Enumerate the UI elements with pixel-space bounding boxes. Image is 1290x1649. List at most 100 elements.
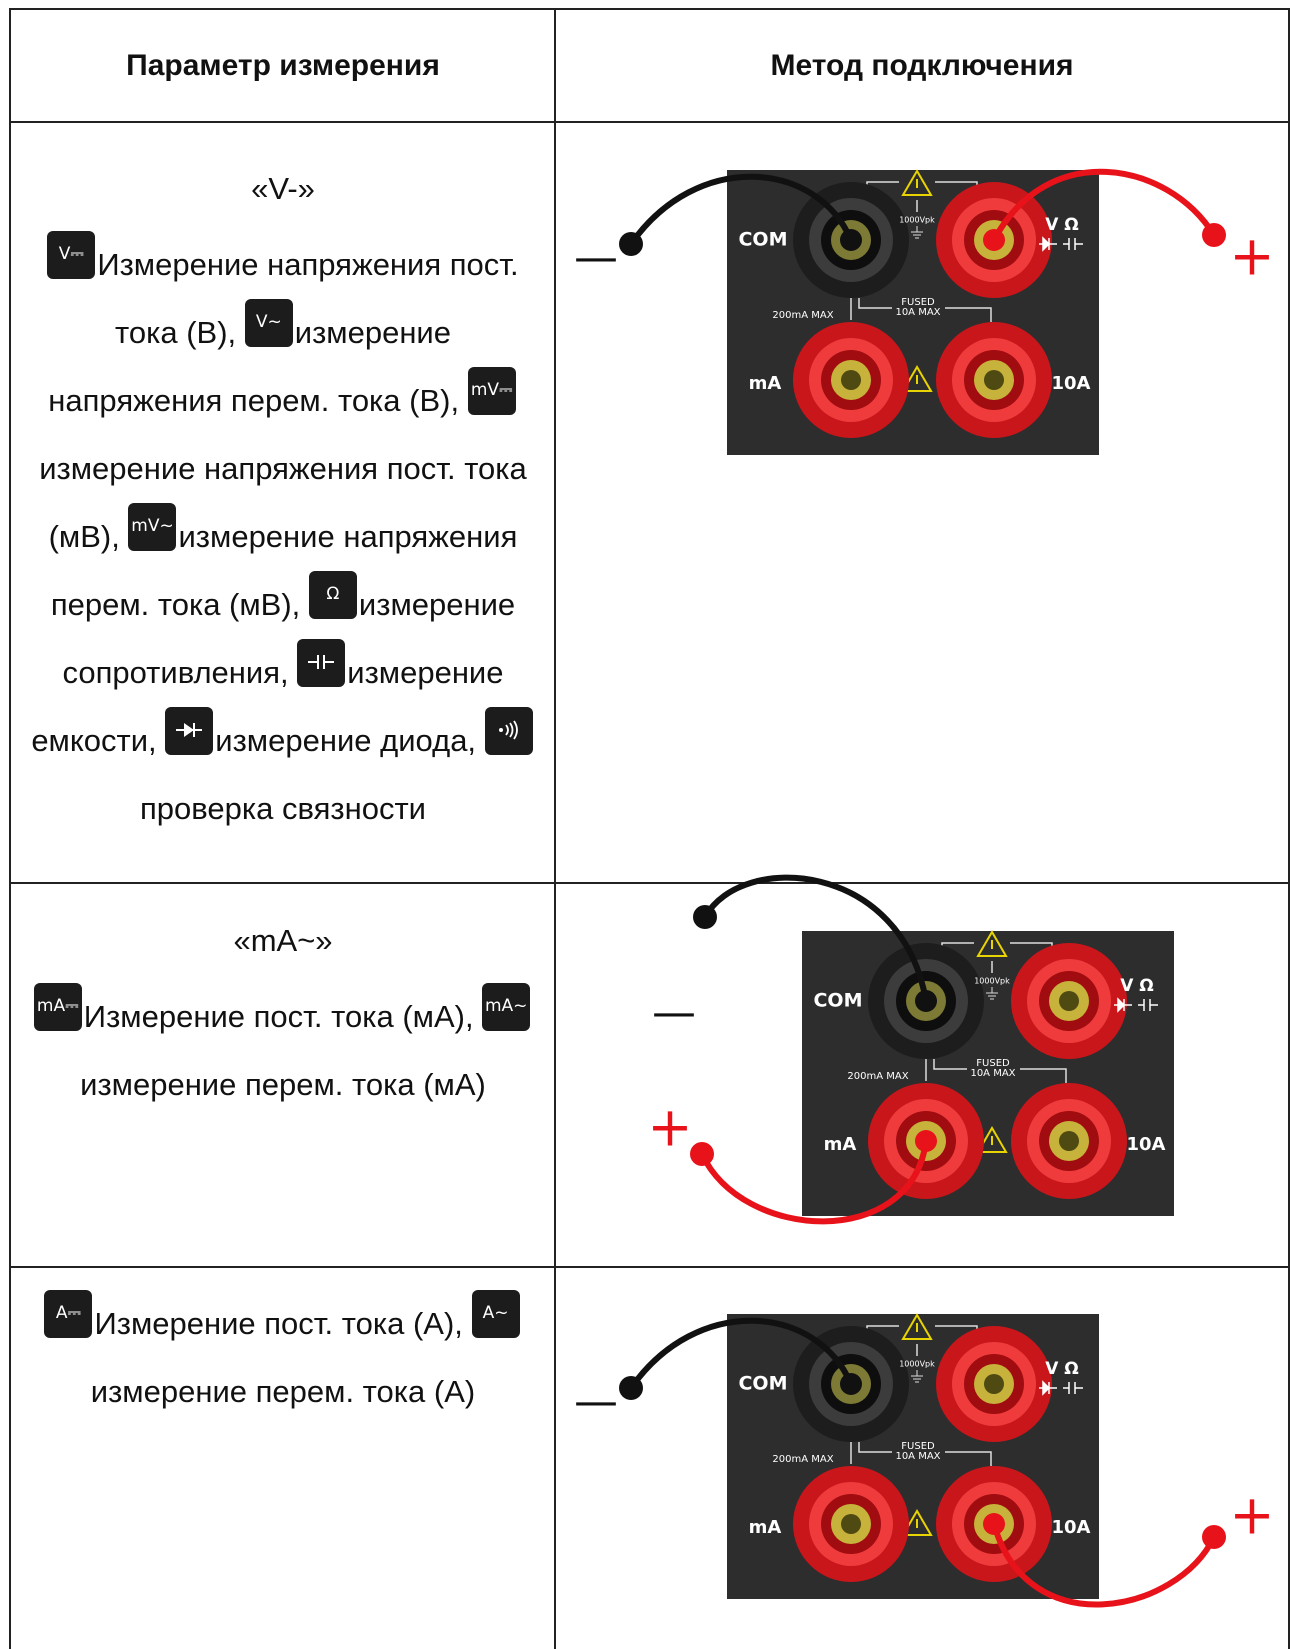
bracket <box>858 1442 892 1453</box>
panel-label: 200mA MAX <box>772 310 833 321</box>
symbol <box>1114 997 1158 1013</box>
jack <box>841 370 861 390</box>
text: измерение диода, <box>215 723 477 758</box>
panel-label: 200mA MAX <box>847 1071 908 1082</box>
jack <box>984 370 1004 390</box>
probe-dot <box>619 232 643 256</box>
border <box>9 1266 1290 1268</box>
text: измерение напряжения перем. тока (мВ), <box>50 519 518 622</box>
text: Измерение пост. тока (мА), <box>83 999 474 1034</box>
probe-dot <box>693 905 717 929</box>
icon: mV⎓ <box>467 367 516 415</box>
description: mA⎓ Измерение пост. тока (мА), mA~ измере… <box>25 983 541 1119</box>
description: V⎓ Измерение напряжения пост. тока (В), V… <box>25 231 541 843</box>
param-cell: «mA~» mA⎓ Измерение пост. тока (мА), mA~ … <box>11 907 555 1119</box>
panel-label: 1000Vpk <box>899 216 935 225</box>
plus-sign: + <box>1229 225 1274 288</box>
header-text: Параметр измерения <box>126 48 440 82</box>
bracket <box>945 1451 992 1466</box>
panel-label: COM <box>813 990 862 1012</box>
text: проверка связности <box>140 791 426 826</box>
icon: V~ <box>244 299 293 347</box>
probe-dot <box>1202 1525 1226 1549</box>
probe-dot <box>690 1142 714 1166</box>
text: измерение перем. тока (мА) <box>80 1067 486 1102</box>
header-cell: Метод подключения <box>556 10 1288 121</box>
panel-label: FUSED <box>901 297 935 308</box>
panel-label: V Ω <box>1120 976 1154 996</box>
icon: Ω <box>308 571 357 619</box>
warning-icon <box>901 1509 933 1536</box>
panel-label: mA <box>749 1517 782 1538</box>
ground-symbol <box>911 226 923 239</box>
panel-label: V Ω <box>1045 1359 1079 1379</box>
panel-label: COM <box>738 1373 787 1395</box>
symbol <box>1039 1380 1083 1396</box>
wire-end <box>840 229 862 251</box>
probe-dot <box>619 1376 643 1400</box>
icon: V⎓ <box>47 231 96 279</box>
text: измерение емкости, <box>31 655 504 758</box>
border <box>9 8 1290 10</box>
bracket <box>945 307 992 322</box>
panel-label: V Ω <box>1045 215 1079 235</box>
panel-label: FUSED <box>901 1441 935 1452</box>
description: A⎓ Измерение пост. тока (А), A~ измерение… <box>25 1290 541 1426</box>
border <box>9 882 1290 884</box>
wire-end <box>915 990 937 1012</box>
icon <box>165 707 214 755</box>
bracket <box>1020 1068 1067 1083</box>
wire <box>628 173 854 247</box>
border <box>9 8 11 1649</box>
panel-label: 200mA MAX <box>772 1454 833 1465</box>
warning-icon <box>976 1126 1008 1153</box>
wire-end <box>840 1373 862 1395</box>
wire <box>702 874 929 1004</box>
wire <box>991 1521 1217 1608</box>
mode-label: «V-» <box>251 171 315 206</box>
jack <box>1059 991 1079 1011</box>
icon: mA⎓ <box>33 983 82 1031</box>
wire-end <box>983 1513 1005 1535</box>
text: Измерение пост. тока (А), <box>94 1306 463 1341</box>
panel-label: COM <box>738 229 787 251</box>
plus-sign: + <box>647 1096 692 1159</box>
ground-symbol <box>986 987 998 1000</box>
text: измерение напряжения перем. тока (В), <box>48 315 460 418</box>
panel-label: 10A MAX <box>895 1451 940 1462</box>
wire-end <box>983 229 1005 251</box>
minus-sign: — <box>652 987 696 1038</box>
warning-icon <box>901 1313 933 1340</box>
wire <box>628 1317 854 1391</box>
text: Измерение напряжения пост. тока (В), <box>97 247 519 350</box>
bracket <box>933 1059 967 1070</box>
text: измерение сопротивления, <box>62 587 516 690</box>
text: измерение напряжения пост. тока (мВ), <box>39 451 527 554</box>
probe-dot <box>1202 223 1226 247</box>
panel-label: 10A MAX <box>895 307 940 318</box>
icon: mA~ <box>482 983 531 1031</box>
plus-sign: + <box>1229 1484 1274 1547</box>
text: измерение перем. тока (А) <box>90 1374 476 1409</box>
panel-label: mA <box>749 373 782 394</box>
minus-sign: — <box>574 1376 618 1427</box>
border <box>554 8 556 1649</box>
minus-sign: — <box>574 232 618 283</box>
border <box>1288 8 1290 1649</box>
symbol <box>1039 236 1083 252</box>
warning-icon <box>901 365 933 392</box>
wire-end <box>915 1130 937 1152</box>
icon <box>297 639 346 687</box>
wire <box>699 1138 929 1225</box>
jack <box>841 1514 861 1534</box>
warning-icon <box>976 930 1008 957</box>
icon: A⎓ <box>44 1290 93 1338</box>
icon <box>484 707 533 755</box>
panel-label: 1000Vpk <box>974 977 1010 986</box>
ground-symbol <box>911 1370 923 1383</box>
header-cell: Параметр измерения <box>11 10 555 121</box>
